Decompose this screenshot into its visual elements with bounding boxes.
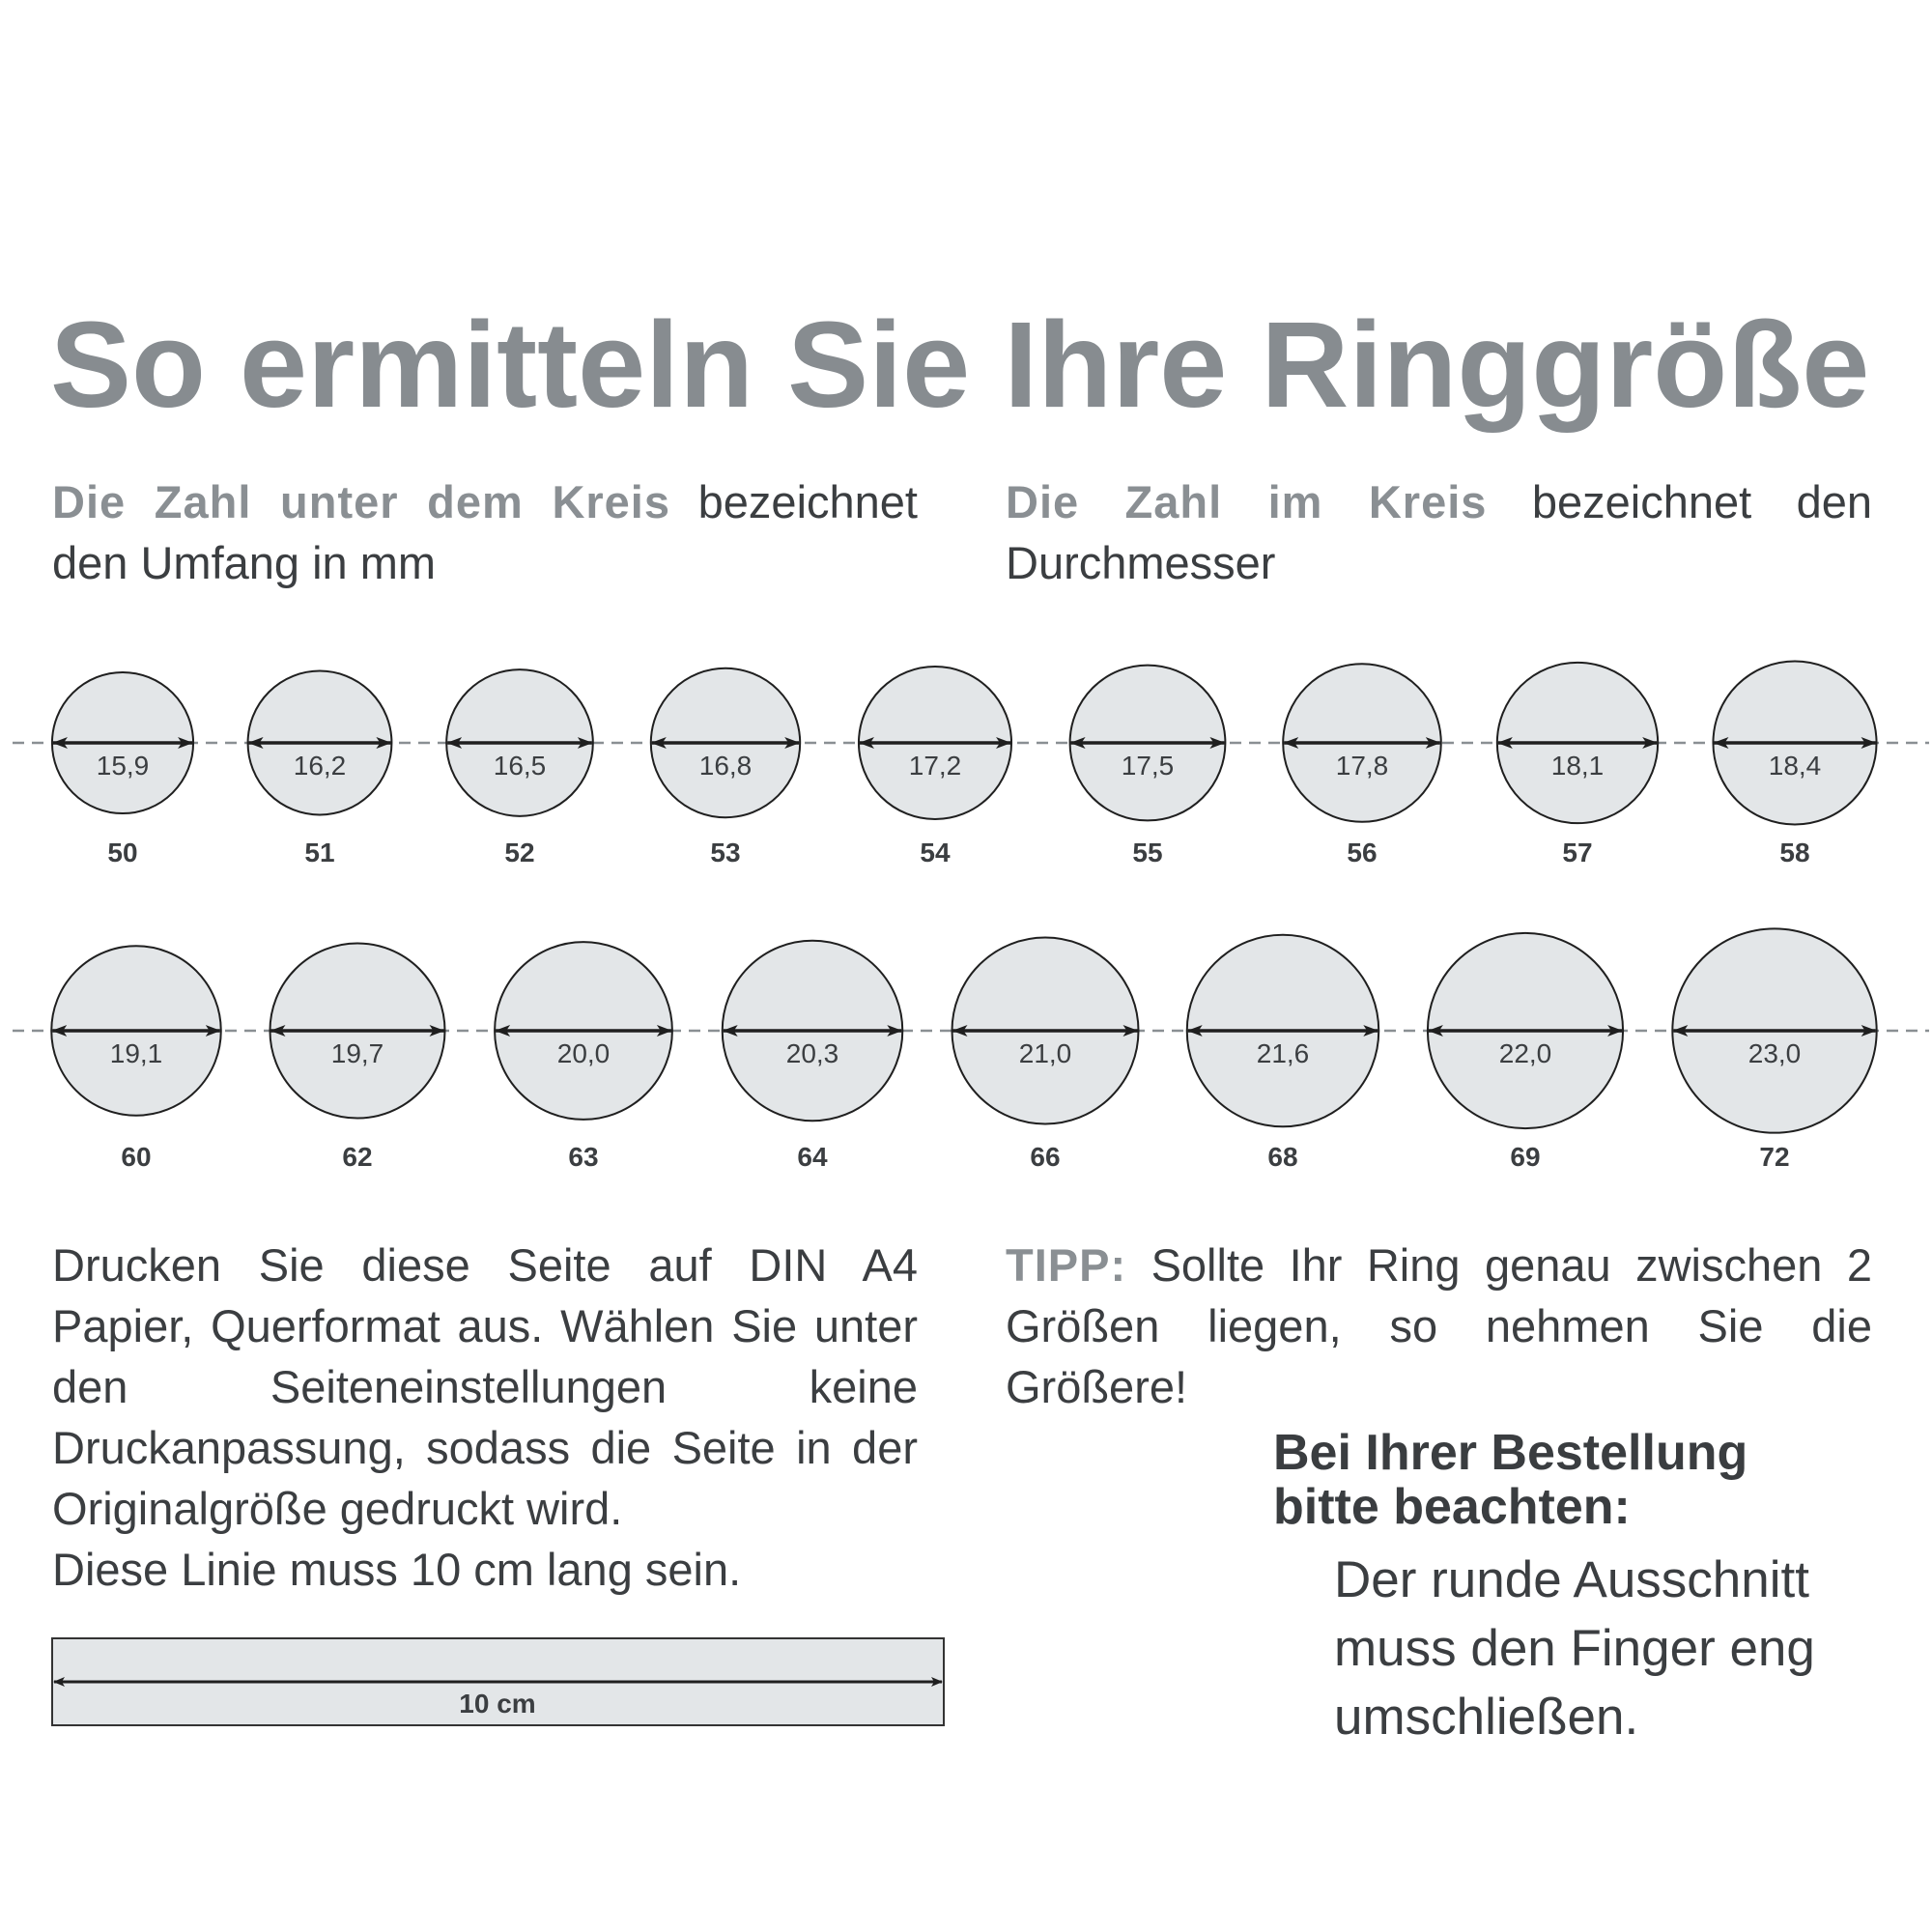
ring-size-68: 21,6 68 bbox=[1185, 933, 1380, 1172]
ring-size-56: 17,8 56 bbox=[1282, 663, 1442, 867]
diameter-label: 20,0 bbox=[557, 1038, 611, 1068]
intro-diameter-highlight: Die Zahl im Kreis bbox=[1006, 476, 1488, 527]
line-instruction: Diese Linie muss 10 cm lang sein. bbox=[52, 1544, 742, 1595]
ring-size-label: 56 bbox=[1347, 838, 1377, 867]
ring-size-52: 16,5 52 bbox=[445, 668, 594, 867]
ring-size-chart: 15,9 50 16,2 51 16,5 52 16,8 53 17,2 54 17,5 55 17,8… bbox=[13, 660, 1929, 1172]
tip-text: Sollte Ihr Ring genau zwischen 2 Größen … bbox=[1006, 1239, 1872, 1412]
diameter-label: 17,5 bbox=[1122, 751, 1175, 781]
ring-size-label: 58 bbox=[1779, 838, 1809, 867]
diameter-label: 20,3 bbox=[786, 1038, 839, 1068]
ring-size-63: 20,0 63 bbox=[494, 941, 673, 1172]
diameter-label: 16,2 bbox=[294, 751, 347, 781]
ring-size-50: 15,9 50 bbox=[50, 670, 195, 867]
ring-size-label: 55 bbox=[1132, 838, 1162, 867]
ring-size-53: 16,8 53 bbox=[649, 667, 802, 867]
diameter-label: 16,5 bbox=[494, 751, 547, 781]
intro-circumference: Die Zahl unter dem Kreis bezeichnet den … bbox=[52, 471, 918, 593]
order-note-body-line1: Der runde Ausschnitt bbox=[1334, 1551, 1809, 1608]
ring-size-label: 60 bbox=[121, 1142, 151, 1172]
order-note-body-line3: umschließen. bbox=[1334, 1689, 1639, 1746]
intro-circumference-text: bezeichnet den Umfang in mm bbox=[52, 476, 918, 588]
diameter-label: 18,4 bbox=[1769, 751, 1822, 781]
page-title: So ermitteln Sie Ihre Ringgröße bbox=[50, 297, 1870, 433]
ring-size-label: 69 bbox=[1510, 1142, 1540, 1172]
ring-size-55: 17,5 55 bbox=[1068, 664, 1227, 867]
ring-size-label: 57 bbox=[1562, 838, 1592, 867]
ring-size-69: 22,0 69 bbox=[1426, 931, 1625, 1172]
ring-size-72: 23,0 72 bbox=[1671, 927, 1878, 1172]
ring-size-54: 17,2 54 bbox=[857, 665, 1013, 867]
ring-size-label: 62 bbox=[342, 1142, 372, 1172]
ring-size-58: 18,4 58 bbox=[1712, 660, 1878, 867]
ring-size-label: 72 bbox=[1759, 1142, 1789, 1172]
diameter-label: 19,1 bbox=[110, 1038, 163, 1068]
intro-diameter-text: bezeichnet den Durchmesser bbox=[1006, 476, 1872, 588]
intro-circumference-highlight: Die Zahl unter dem Kreis bbox=[52, 476, 671, 527]
ring-size-label: 68 bbox=[1267, 1142, 1297, 1172]
ruler-label: 10 cm bbox=[459, 1689, 535, 1719]
print-instructions: Drucken Sie diese Seite auf DIN A4 Papie… bbox=[52, 1235, 918, 1600]
order-note-body: Der runde Ausschnitt muss den Finger eng u… bbox=[1334, 1546, 1815, 1751]
ring-size-62: 19,7 62 bbox=[269, 942, 446, 1172]
order-note-heading-line1: Bei Ihrer Bestellung bbox=[1273, 1425, 1748, 1481]
order-note-body-line2: muss den Finger eng bbox=[1334, 1620, 1815, 1677]
ring-size-label: 64 bbox=[797, 1142, 828, 1172]
ring-size-66: 21,0 66 bbox=[951, 936, 1140, 1172]
ring-size-51: 16,2 51 bbox=[246, 669, 393, 867]
ring-size-label: 50 bbox=[107, 838, 137, 867]
intro-diameter: Die Zahl im Kreis bezeichnet den Durchme… bbox=[1006, 471, 1872, 593]
diameter-label: 17,8 bbox=[1336, 751, 1389, 781]
order-note-heading: Bei Ihrer Bestellung bitte beachten: bbox=[1273, 1426, 1747, 1534]
ruler-box bbox=[51, 1637, 945, 1726]
diameter-label: 21,0 bbox=[1019, 1038, 1072, 1068]
diameter-label: 21,6 bbox=[1257, 1038, 1310, 1068]
ring-size-60: 19,1 60 bbox=[50, 945, 222, 1172]
order-note-heading-line2: bitte beachten: bbox=[1273, 1479, 1631, 1535]
print-instructions-text: Drucken Sie diese Seite auf DIN A4 Papie… bbox=[52, 1239, 918, 1534]
diameter-label: 22,0 bbox=[1499, 1038, 1552, 1068]
ring-size-label: 52 bbox=[504, 838, 534, 867]
ring-size-64: 20,3 64 bbox=[721, 939, 904, 1172]
tip-label: TIPP: bbox=[1006, 1239, 1127, 1291]
ring-size-57: 18,1 57 bbox=[1495, 661, 1660, 867]
tip-paragraph: TIPP: Sollte Ihr Ring genau zwischen 2 G… bbox=[1006, 1235, 1872, 1417]
diameter-label: 15,9 bbox=[97, 751, 150, 781]
diameter-label: 18,1 bbox=[1551, 751, 1605, 781]
ring-size-label: 53 bbox=[710, 838, 740, 867]
ring-size-label: 51 bbox=[304, 838, 334, 867]
ring-size-label: 63 bbox=[568, 1142, 598, 1172]
diameter-label: 23,0 bbox=[1748, 1038, 1802, 1068]
diameter-label: 17,2 bbox=[909, 751, 962, 781]
diameter-label: 19,7 bbox=[331, 1038, 384, 1068]
ring-size-label: 66 bbox=[1030, 1142, 1060, 1172]
diameter-label: 16,8 bbox=[699, 751, 753, 781]
ring-size-label: 54 bbox=[920, 838, 951, 867]
